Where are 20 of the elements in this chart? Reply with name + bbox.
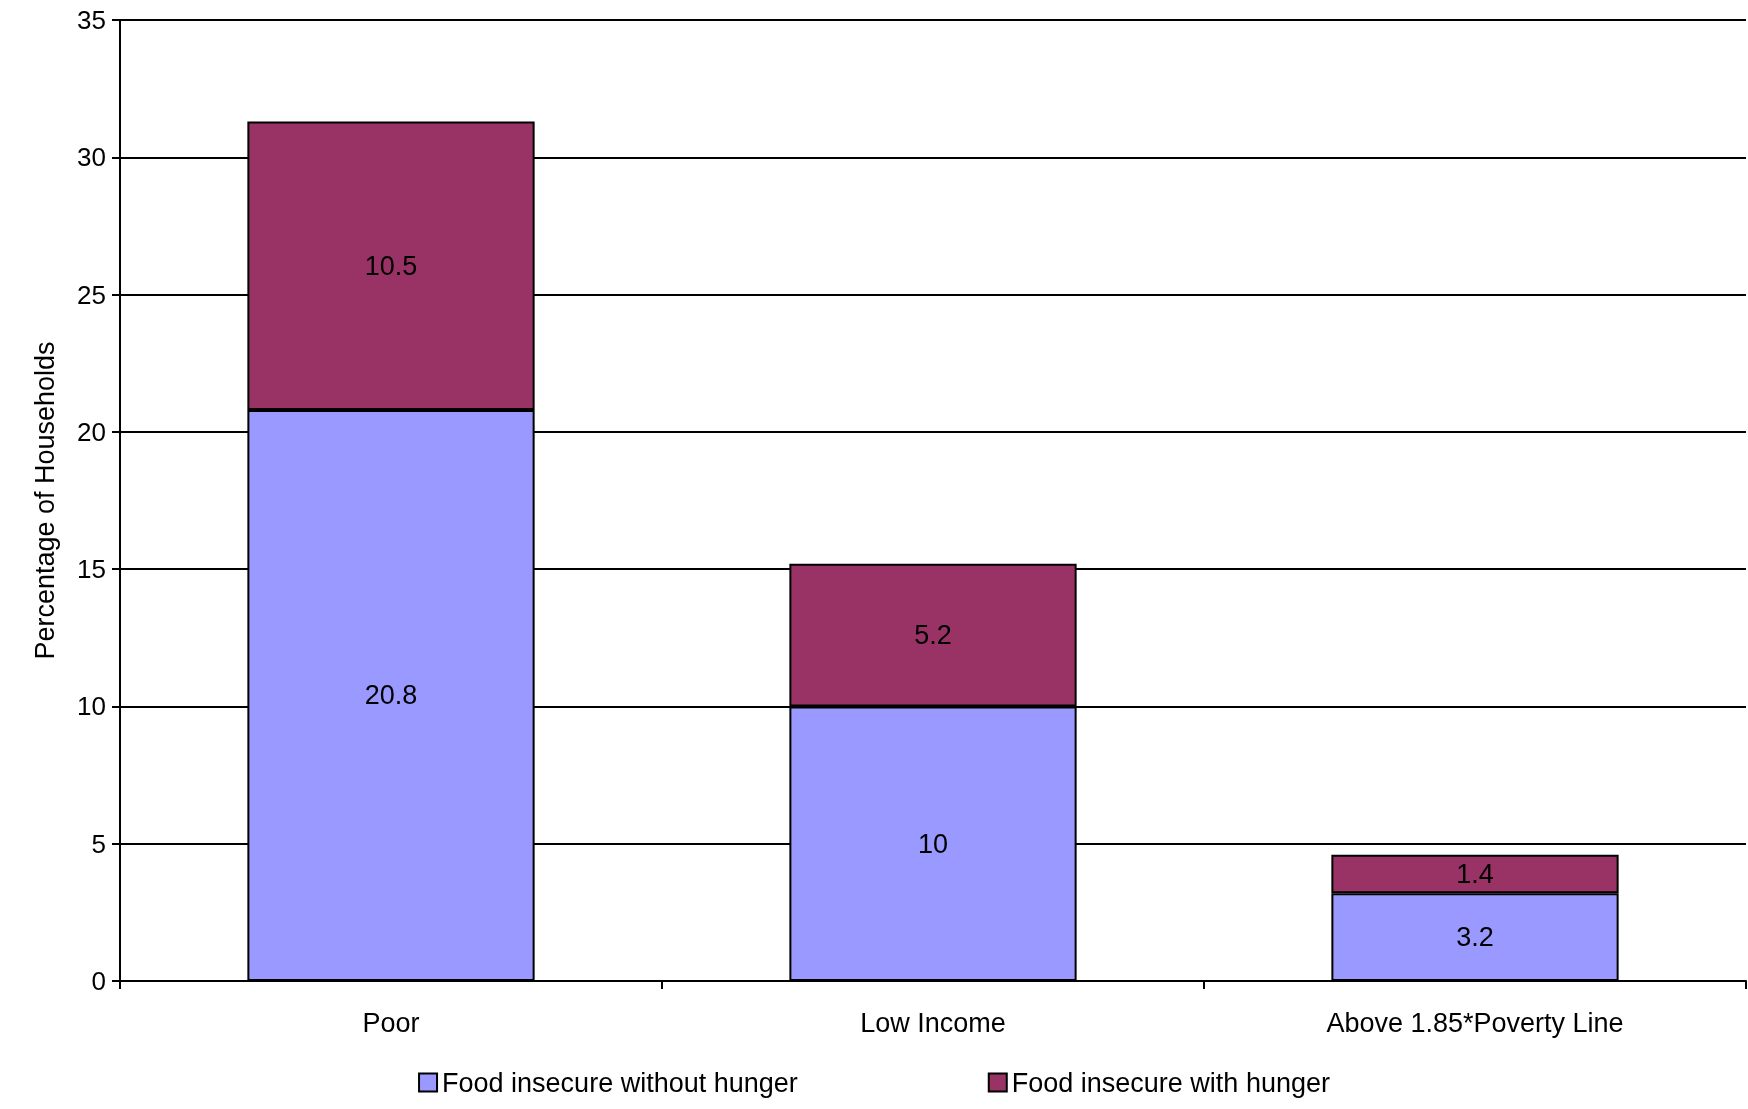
data-label: 5.2: [914, 620, 952, 651]
x-tick-label: Poor: [362, 1007, 420, 1038]
data-label: 10: [917, 828, 949, 859]
y-tick-label: 15: [77, 554, 106, 585]
data-label: 10.5: [364, 250, 418, 281]
y-tick-label: 20: [77, 416, 106, 447]
data-label: 3.2: [1456, 922, 1494, 953]
y-tick-label: 0: [91, 966, 106, 996]
legend-label: Food insecure without hunger: [442, 1067, 798, 1098]
data-label: 1.4: [1456, 858, 1494, 889]
y-tick-label: 5: [91, 828, 106, 859]
y-tick-label: 10: [77, 691, 106, 722]
x-tick-label: Above 1.85*Poverty Line: [1326, 1007, 1624, 1038]
x-tick-label: Low Income: [860, 1007, 1006, 1038]
y-axis-title: Percentage of Households: [29, 341, 60, 660]
legend-label: Food insecure with hunger: [1011, 1067, 1330, 1098]
data-label: 20.8: [364, 680, 418, 711]
y-tick-label: 25: [77, 279, 106, 310]
y-tick-label: 30: [77, 142, 106, 173]
y-tick-label: 35: [77, 5, 106, 35]
